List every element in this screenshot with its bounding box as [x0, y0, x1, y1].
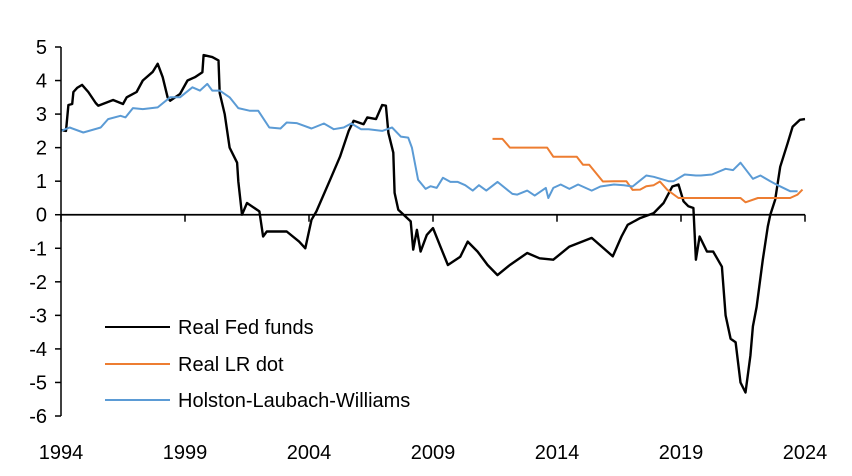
- series-line-real-lr-dot: [492, 137, 804, 204]
- y-tick-label: 0: [36, 205, 47, 227]
- series-line-real-fed-funds: [60, 53, 806, 394]
- x-tick-label: 2004: [287, 442, 332, 464]
- y-tick-label: -3: [29, 305, 47, 327]
- legend-label: Real Fed funds: [178, 317, 314, 339]
- series-line-holston-laubach-williams: [60, 82, 798, 199]
- x-tick-label: 1999: [163, 442, 208, 464]
- x-tick-label: 2009: [411, 442, 456, 464]
- x-tick-label: 1994: [39, 442, 84, 464]
- legend-label: Holston-Laubach-Williams: [178, 390, 410, 412]
- y-tick-label: -1: [29, 238, 47, 260]
- y-tick-label: 2: [36, 138, 47, 160]
- x-tick-label: 2014: [535, 442, 580, 464]
- x-tick-label: 2024: [783, 442, 828, 464]
- y-tick-label: -5: [29, 372, 47, 394]
- y-tick-label: 3: [36, 104, 47, 126]
- y-tick-label: -2: [29, 272, 47, 294]
- y-tick-label: -4: [29, 339, 47, 361]
- legend: Real Fed funds Real LR dot Holston-Laubach…: [105, 317, 410, 412]
- y-tick-label: 5: [36, 37, 47, 59]
- series-layer: [60, 53, 806, 394]
- y-tick-label: 1: [36, 171, 47, 193]
- axes-layer: 5 4 3 2 1 0 -1 -2 -3 -4 -5 -6 1994 1999 2004 2009 2014 20…: [29, 37, 827, 464]
- legend-label: Real LR dot: [178, 354, 284, 376]
- y-tick-label: -6: [29, 406, 47, 428]
- x-tick-label: 2019: [659, 442, 704, 464]
- y-tick-label: 4: [36, 71, 47, 93]
